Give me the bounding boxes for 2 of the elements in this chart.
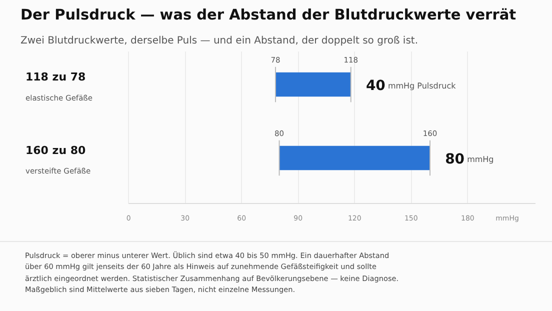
chart-subtitle: Zwei Blutdruckwerte, derselbe Puls — und ein Abstand, der doppelt so groß ist. [20, 36, 418, 46]
chart-title: Der Pulsdruck — was der Abstand der Blutdruckwerte verrät [20, 8, 516, 24]
